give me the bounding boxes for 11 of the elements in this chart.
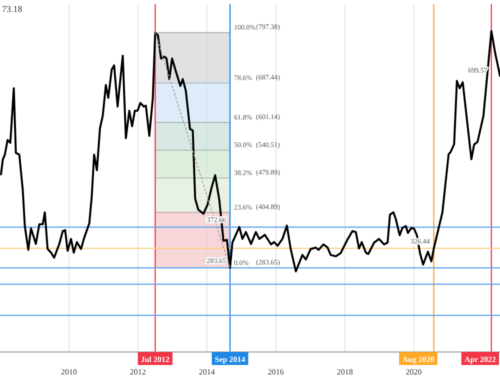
ref-line-label: Aug 2020 (402, 355, 434, 364)
annotation: 73.18 (2, 4, 23, 14)
x-tick-label: 2016 (268, 368, 284, 377)
x-tick-label: 2018 (336, 368, 353, 377)
ref-line-label: Apr 2022 (464, 355, 496, 364)
ref-line-label: Sep 2014 (214, 355, 246, 364)
x-tick-label: 2020 (406, 368, 422, 377)
ref-line-label: Jul 2012 (140, 355, 170, 364)
x-tick-label: 2014 (198, 368, 215, 377)
x-tick-label: 2012 (130, 368, 146, 377)
x-tick-label: 2010 (60, 368, 77, 377)
